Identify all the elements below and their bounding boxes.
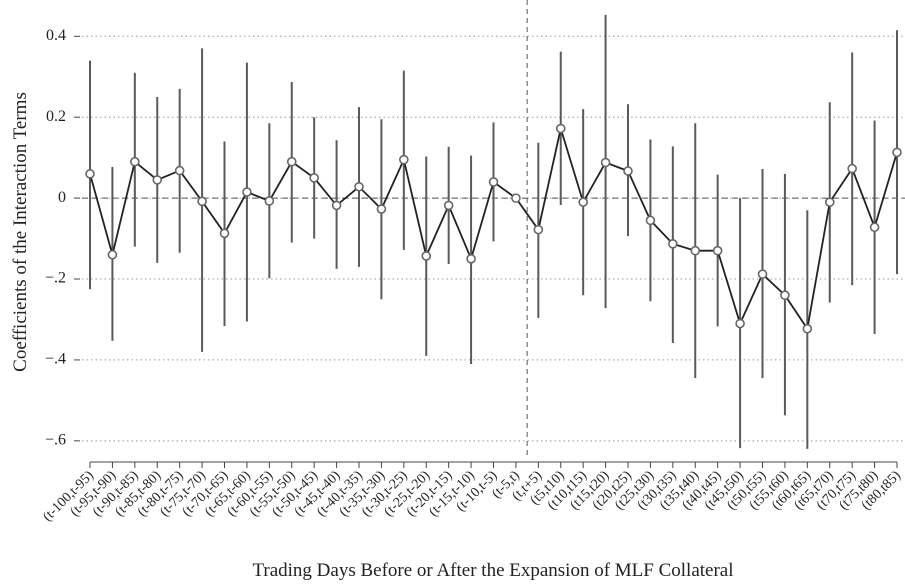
y-tick-label: −.2	[45, 270, 66, 287]
point	[668, 239, 678, 249]
point	[869, 222, 880, 233]
point	[219, 228, 230, 239]
y-tick-label: 0.2	[46, 108, 66, 125]
point	[309, 173, 319, 183]
y-tick-label: −.6	[45, 432, 66, 449]
point	[488, 177, 499, 187]
point	[85, 169, 95, 179]
point	[443, 200, 454, 211]
point	[174, 165, 185, 176]
point	[354, 181, 364, 192]
point	[623, 166, 633, 176]
point	[690, 245, 701, 256]
point	[780, 290, 790, 301]
y-tick-label: 0	[58, 189, 66, 206]
point	[645, 215, 656, 226]
y-tick-label: −.4	[45, 351, 66, 368]
point	[757, 269, 768, 279]
point	[712, 245, 723, 256]
point	[847, 163, 857, 174]
point	[197, 196, 207, 207]
point	[264, 196, 275, 206]
point	[286, 156, 297, 167]
point	[555, 123, 566, 134]
point	[152, 175, 163, 185]
point	[892, 147, 902, 158]
point	[802, 323, 813, 334]
point	[331, 200, 342, 211]
point	[242, 187, 252, 197]
point	[511, 193, 521, 203]
point	[533, 224, 544, 235]
point	[399, 154, 409, 165]
point	[578, 197, 588, 207]
point	[107, 249, 118, 260]
y-tick-label: 0.4	[46, 27, 66, 44]
point	[130, 156, 140, 167]
point	[600, 157, 611, 168]
point	[466, 253, 476, 264]
x-axis-title: Trading Days Before or After the Expansi…	[252, 560, 733, 581]
point	[735, 318, 745, 329]
point	[376, 204, 387, 214]
y-axis-title: Coefficients of the Interaction Terms	[10, 92, 31, 372]
point	[421, 251, 432, 261]
point	[824, 197, 835, 207]
